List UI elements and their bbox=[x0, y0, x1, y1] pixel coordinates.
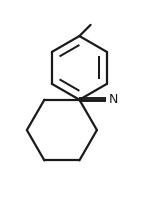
Text: N: N bbox=[108, 93, 118, 106]
